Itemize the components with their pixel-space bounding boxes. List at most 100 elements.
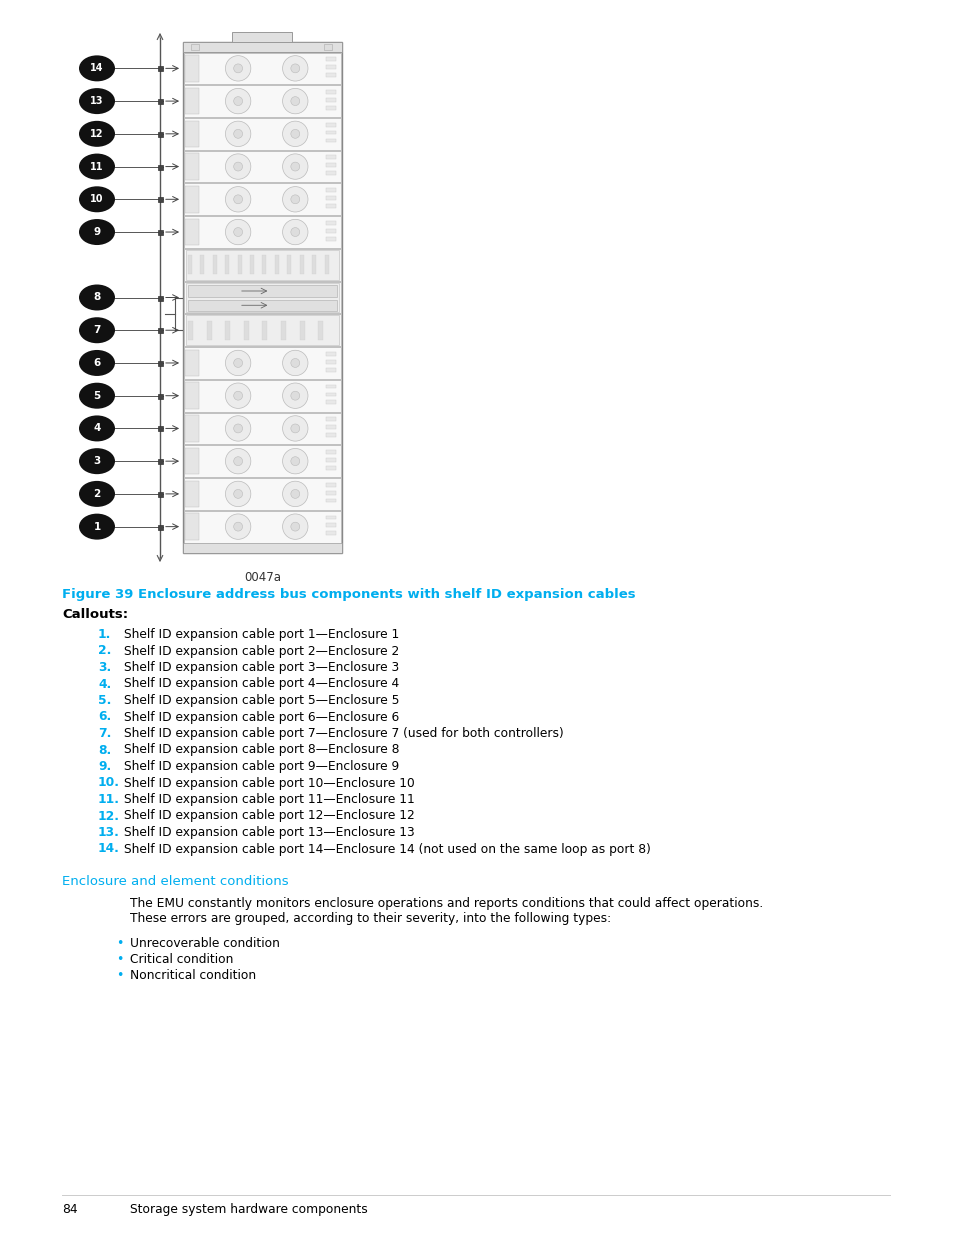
Bar [191,44,199,49]
Ellipse shape [79,480,115,506]
Bar [326,131,335,135]
Circle shape [282,220,308,245]
Circle shape [291,195,299,204]
Text: 5.: 5. [98,694,112,706]
Text: The EMU constantly monitors enclosure operations and reports conditions that cou: The EMU constantly monitors enclosure op… [130,897,762,910]
Circle shape [233,358,242,367]
Bar [262,256,266,274]
Bar [185,448,199,474]
Circle shape [282,448,308,474]
Bar [185,219,199,246]
Bar [299,321,304,340]
Circle shape [291,96,299,105]
Bar [185,88,199,115]
Bar [326,57,335,61]
Text: 4.: 4. [98,678,112,690]
Bar [184,380,340,411]
Bar [326,499,335,503]
Bar [326,237,335,241]
Bar [299,256,303,274]
Circle shape [233,64,242,73]
Bar [184,347,340,379]
Bar [188,300,336,311]
Bar [326,400,335,404]
Circle shape [282,154,308,179]
Circle shape [233,457,242,466]
Text: 5: 5 [93,390,100,400]
Circle shape [233,391,242,400]
Text: 6: 6 [93,358,100,368]
Bar [184,53,340,84]
Bar [185,514,199,540]
Text: Shelf ID expansion cable port 11—Enclosure 11: Shelf ID expansion cable port 11—Enclosu… [124,793,415,806]
Bar [326,196,335,200]
Text: Unrecoverable condition: Unrecoverable condition [130,937,279,950]
Bar [244,321,249,340]
Bar [326,393,335,396]
Text: Critical condition: Critical condition [130,953,233,966]
Text: 13: 13 [91,96,104,106]
Bar [225,321,230,340]
Bar [186,283,338,312]
Bar [326,531,335,535]
Bar [158,132,163,137]
Bar [186,315,338,345]
Circle shape [233,162,242,170]
Ellipse shape [79,383,115,409]
Text: Noncritical condition: Noncritical condition [130,969,255,982]
Circle shape [282,416,308,441]
Bar [324,256,328,274]
Bar [158,67,163,72]
Text: 1: 1 [93,521,100,531]
Circle shape [225,383,251,409]
Bar [326,515,335,520]
Bar [326,228,335,232]
Bar [281,321,286,340]
Text: Shelf ID expansion cable port 1—Enclosure 1: Shelf ID expansion cable port 1—Enclosur… [124,629,399,641]
Circle shape [282,186,308,212]
Bar [326,490,335,494]
Bar [184,478,340,510]
Text: 8.: 8. [98,743,112,757]
Bar [237,256,241,274]
Text: Shelf ID expansion cable port 5—Enclosure 5: Shelf ID expansion cable port 5—Enclosur… [124,694,399,706]
Text: 1.: 1. [98,629,112,641]
Circle shape [233,489,242,499]
Circle shape [291,424,299,433]
Ellipse shape [79,186,115,212]
Text: 84: 84 [62,1203,77,1216]
Bar [185,56,199,82]
Text: 9.: 9. [98,760,112,773]
Circle shape [282,56,308,82]
Circle shape [233,195,242,204]
Text: 3.: 3. [98,661,112,674]
Text: Shelf ID expansion cable port 14—Enclosure 14 (not used on the same loop as port: Shelf ID expansion cable port 14—Enclosu… [124,842,650,856]
Text: Figure 39 Enclosure address bus components with shelf ID expansion cables: Figure 39 Enclosure address bus componen… [62,588,635,601]
Bar [184,119,340,149]
Bar [158,164,163,169]
Bar [326,368,335,372]
Bar [326,172,335,175]
Circle shape [291,64,299,73]
Text: 9: 9 [93,227,100,237]
Bar [207,321,212,340]
Text: 12: 12 [91,128,104,138]
Text: 6.: 6. [98,710,112,724]
Circle shape [291,391,299,400]
Circle shape [282,383,308,409]
Bar [188,285,336,296]
Bar [184,151,340,183]
Text: 13.: 13. [98,826,120,839]
Circle shape [282,514,308,540]
Text: 14: 14 [91,63,104,73]
Bar [185,480,199,508]
Text: 7.: 7. [98,727,112,740]
Bar [158,426,163,431]
Circle shape [291,358,299,367]
Circle shape [225,482,251,506]
Text: Shelf ID expansion cable port 9—Enclosure 9: Shelf ID expansion cable port 9—Enclosur… [124,760,399,773]
Circle shape [291,130,299,138]
Circle shape [225,154,251,179]
Circle shape [233,130,242,138]
Text: Callouts:: Callouts: [62,608,128,621]
